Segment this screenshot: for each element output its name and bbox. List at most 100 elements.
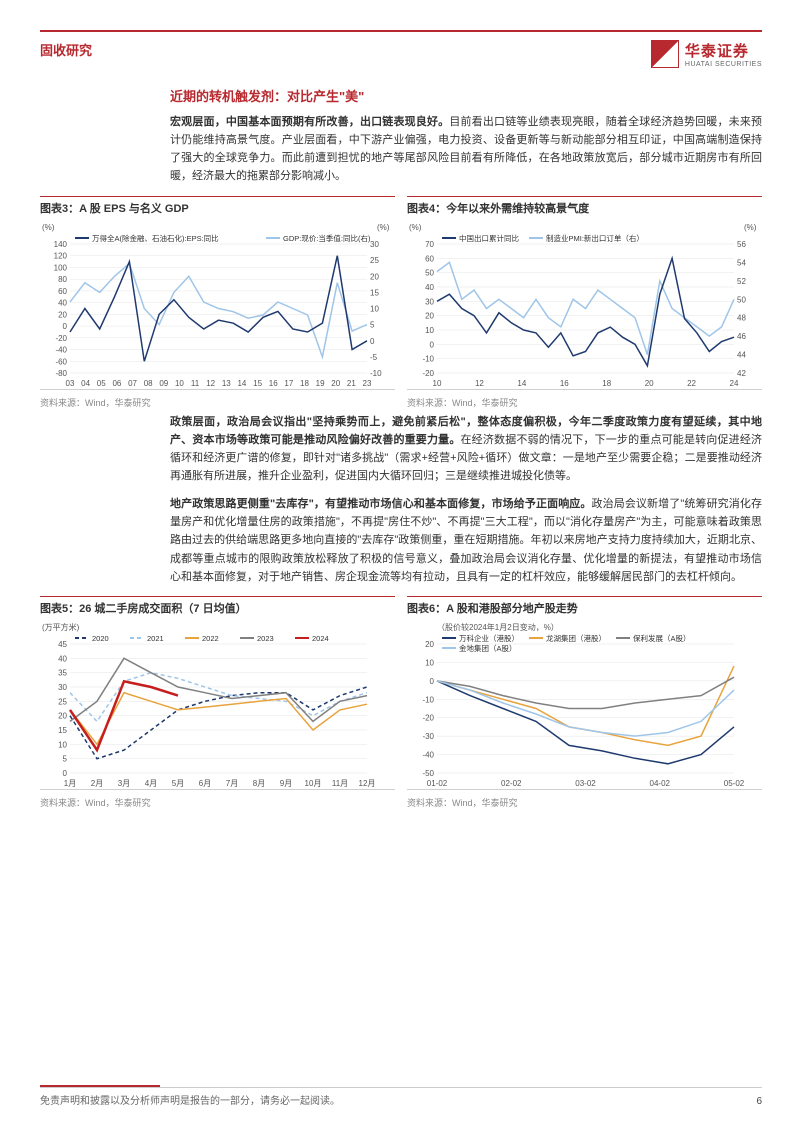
chart5-title: 图表5：26 城二手房成交面积（7 日均值） (40, 596, 395, 616)
page-footer: 免责声明和披露以及分析师声明是报告的一部分，请务必一起阅读。 6 (40, 1087, 762, 1107)
brand-block: 华泰证券 HUATAI SECURITIES (651, 40, 762, 68)
svg-text:-10: -10 (422, 695, 434, 704)
charts-row-2: 图表5：26 城二手房成交面积（7 日均值） 45403530252015105… (40, 596, 762, 809)
footer-disclaimer: 免责声明和披露以及分析师声明是报告的一部分，请务必一起阅读。 (40, 1092, 340, 1107)
svg-text:30: 30 (58, 683, 67, 692)
svg-text:-40: -40 (55, 345, 67, 354)
svg-text:0: 0 (63, 769, 68, 778)
svg-text:02-02: 02-02 (501, 779, 522, 788)
svg-text:-80: -80 (55, 369, 67, 378)
svg-text:10: 10 (425, 326, 434, 335)
svg-text:54: 54 (737, 258, 746, 267)
svg-text:03: 03 (66, 379, 75, 388)
svg-text:9月: 9月 (280, 779, 292, 788)
svg-text:18: 18 (300, 379, 309, 388)
svg-text:3月: 3月 (118, 779, 130, 788)
svg-text:0: 0 (370, 336, 375, 345)
svg-text:60: 60 (425, 254, 434, 263)
svg-text:80: 80 (58, 275, 67, 284)
svg-text:22: 22 (687, 379, 696, 388)
svg-text:35: 35 (58, 668, 67, 677)
svg-text:25: 25 (58, 697, 67, 706)
svg-text:10月: 10月 (305, 779, 322, 788)
brand-logo-icon (651, 40, 679, 68)
svg-text:12月: 12月 (359, 779, 376, 788)
svg-text:10: 10 (58, 740, 67, 749)
svg-text:6月: 6月 (199, 779, 211, 788)
svg-text:12: 12 (475, 379, 484, 388)
chart5-source: 资料来源：Wind，华泰研究 (40, 796, 395, 809)
paragraph-3: 地产政策思路更侧重"去库存"，有望推动市场信心和基本面修复，市场给予正面响应。政… (170, 495, 762, 586)
svg-text:10: 10 (433, 379, 442, 388)
svg-text:15: 15 (253, 379, 262, 388)
svg-text:20: 20 (645, 379, 654, 388)
svg-text:44: 44 (737, 350, 746, 359)
chart3-title: 图表3：A 股 EPS 与名义 GDP (40, 196, 395, 216)
svg-text:18: 18 (602, 379, 611, 388)
svg-text:（股价较2024年1月2日变动，%）: （股价较2024年1月2日变动，%） (437, 622, 559, 632)
svg-text:-50: -50 (422, 769, 434, 778)
svg-text:5月: 5月 (172, 779, 184, 788)
svg-text:13: 13 (222, 379, 231, 388)
section-title: 近期的转机触发剂：对比产生"美" (170, 86, 762, 105)
page-number: 6 (756, 1096, 762, 1107)
svg-text:01-02: 01-02 (427, 779, 448, 788)
svg-text:14: 14 (237, 379, 246, 388)
svg-text:14: 14 (517, 379, 526, 388)
svg-text:05-02: 05-02 (724, 779, 745, 788)
svg-text:2月: 2月 (91, 779, 103, 788)
svg-text:50: 50 (425, 268, 434, 277)
svg-text:2020: 2020 (92, 634, 109, 643)
svg-text:10: 10 (370, 304, 379, 313)
svg-text:25: 25 (370, 256, 379, 265)
svg-text:金地集团（A股）: 金地集团（A股） (459, 643, 517, 653)
svg-text:09: 09 (159, 379, 168, 388)
svg-text:(%): (%) (744, 223, 757, 232)
svg-text:(%): (%) (42, 223, 55, 232)
svg-text:24: 24 (730, 379, 739, 388)
chart3-source: 资料来源：Wind，华泰研究 (40, 396, 395, 409)
svg-text:11月: 11月 (332, 779, 348, 788)
svg-text:20: 20 (425, 311, 434, 320)
svg-text:70: 70 (425, 240, 434, 249)
svg-text:23: 23 (363, 379, 372, 388)
svg-text:-20: -20 (422, 714, 434, 723)
svg-text:45: 45 (58, 640, 67, 649)
svg-text:50: 50 (737, 295, 746, 304)
svg-text:8月: 8月 (253, 779, 265, 788)
svg-text:2022: 2022 (202, 634, 219, 643)
svg-text:20: 20 (425, 640, 434, 649)
chart4-title: 图表4：今年以来外需维持较高景气度 (407, 196, 762, 216)
brand-name: 华泰证券 (685, 40, 762, 61)
chart3-box: 图表3：A 股 EPS 与名义 GDP 140120100806040200-2… (40, 196, 395, 409)
svg-text:0: 0 (63, 322, 68, 331)
svg-text:30: 30 (425, 297, 434, 306)
svg-text:40: 40 (425, 283, 434, 292)
svg-text:120: 120 (54, 251, 68, 260)
svg-text:5: 5 (370, 320, 375, 329)
chart4-box: 图表4：今年以来外需维持较高景气度 70 60 50 40 30 20 10 0 -10 -20 5… (407, 196, 762, 409)
para3-body: 政治局会议新增了"统筹研究消化存量房产和优化增量住房的政策措施"，不再提"房住不… (170, 498, 762, 583)
svg-text:16: 16 (269, 379, 278, 388)
svg-text:40: 40 (58, 298, 67, 307)
chart5-box: 图表5：26 城二手房成交面积（7 日均值） 45403530252015105… (40, 596, 395, 809)
svg-text:20: 20 (58, 310, 67, 319)
paragraph-1: 宏观层面，中国基本面预期有所改善，出口链表现良好。目前看出口链等业绩表现亮眼，随… (170, 113, 762, 186)
svg-text:42: 42 (737, 369, 746, 378)
svg-text:12: 12 (206, 379, 215, 388)
chart6-box: 图表6：A 股和港股部分地产股走势 20100-10-20-30-40-5001… (407, 596, 762, 809)
svg-text:0: 0 (430, 340, 435, 349)
svg-text:-30: -30 (422, 732, 434, 741)
svg-text:中国出口累计同比: 中国出口累计同比 (459, 233, 519, 243)
svg-text:万科企业（港股）: 万科企业（港股） (459, 633, 519, 643)
svg-text:10: 10 (425, 658, 434, 667)
svg-text:20: 20 (331, 379, 340, 388)
svg-text:-20: -20 (422, 369, 434, 378)
svg-text:140: 140 (54, 240, 68, 249)
svg-text:30: 30 (370, 240, 379, 249)
svg-text:11: 11 (191, 379, 200, 388)
svg-text:-10: -10 (422, 354, 434, 363)
chart3-canvas: 140120100806040200-20-40-60-803025201510… (40, 220, 395, 390)
svg-text:08: 08 (144, 379, 153, 388)
svg-text:40: 40 (58, 654, 67, 663)
